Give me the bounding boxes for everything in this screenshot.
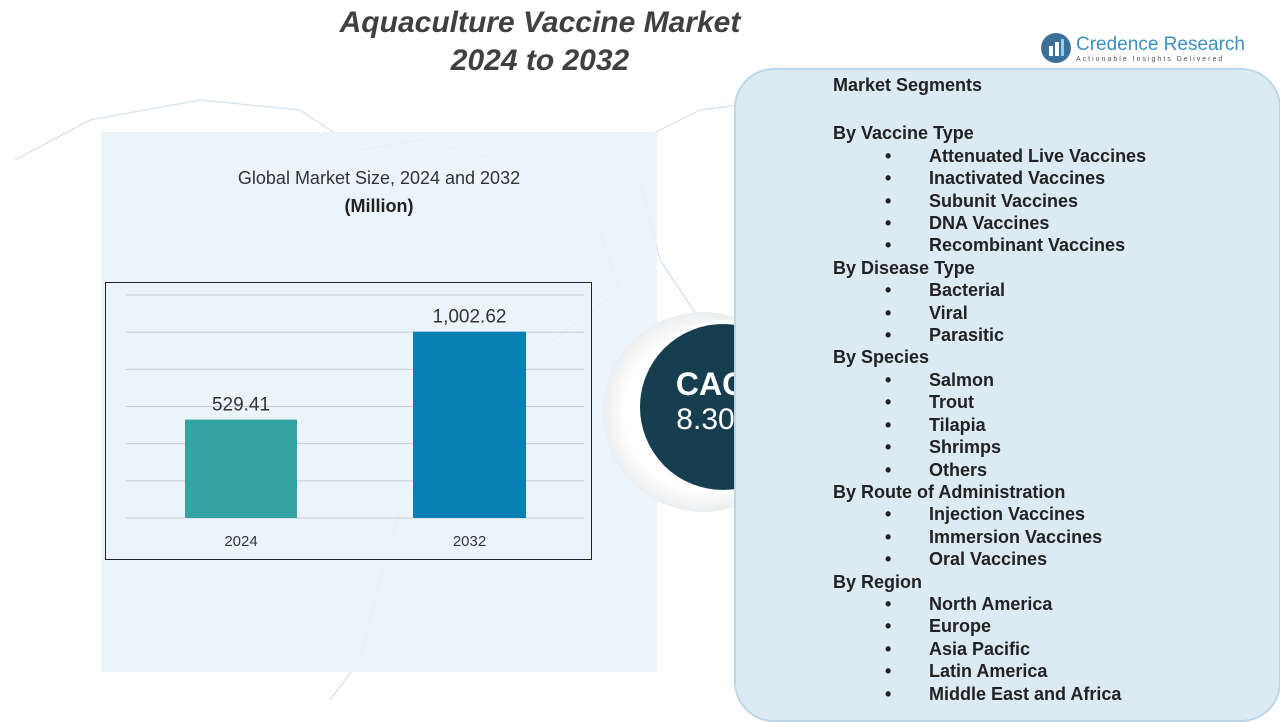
segment-group-heading: By Region <box>833 571 923 592</box>
segment-item: Trout <box>833 391 1146 414</box>
page-title: Aquaculture Vaccine Market 2024 to 2032 <box>280 4 800 80</box>
segments-list: Market Segments By Vaccine TypeAttenuate… <box>833 74 1146 705</box>
segment-item: Bacterial <box>833 279 1146 302</box>
segment-item: Viral <box>833 302 1146 325</box>
bar-chart: 529.41 2024 1,002.62 2032 <box>126 294 584 550</box>
segment-group-heading: By Disease Type <box>833 257 975 278</box>
segment-item: Parasitic <box>833 324 1146 347</box>
x-tick-label: 2032 <box>453 533 486 550</box>
segment-item: Immersion Vaccines <box>833 526 1146 549</box>
segment-item: Others <box>833 459 1146 482</box>
title-line-1: Aquaculture Vaccine Market <box>339 6 741 39</box>
data-label: 529.41 <box>212 395 270 416</box>
segment-group-heading: By Vaccine Type <box>833 123 974 144</box>
segment-item: Middle East and Africa <box>833 683 1146 706</box>
segment-item: Recombinant Vaccines <box>833 234 1146 257</box>
segment-item: Attenuated Live Vaccines <box>833 145 1146 168</box>
segment-item: DNA Vaccines <box>833 212 1146 235</box>
logo-icon <box>1041 33 1071 63</box>
segment-item: Europe <box>833 615 1146 638</box>
segments-heading: Market Segments <box>833 75 983 95</box>
x-tick-label: 2024 <box>224 533 257 550</box>
bar-2024 <box>185 419 297 518</box>
logo: Credence Research Actionable Insights De… <box>1040 32 1245 64</box>
logo-name: Credence Research <box>1076 33 1245 55</box>
segment-group-heading: By Species <box>833 347 930 368</box>
bar-2032 <box>413 331 526 518</box>
chart-panel <box>101 132 657 672</box>
segment-item: Shrimps <box>833 436 1146 459</box>
segment-group-heading: By Route of Administration <box>833 481 1066 502</box>
segment-item: Injection Vaccines <box>833 503 1146 526</box>
segment-item: Subunit Vaccines <box>833 190 1146 213</box>
segment-item: Inactivated Vaccines <box>833 167 1146 190</box>
segment-item: Asia Pacific <box>833 638 1146 661</box>
segment-item: Latin America <box>833 660 1146 683</box>
logo-tagline: Actionable Insights Delivered <box>1076 55 1225 63</box>
segment-item: North America <box>833 593 1146 616</box>
chart-title: Global Market Size, 2024 and 2032 <box>237 168 521 188</box>
data-label: 1,002.62 <box>433 307 507 328</box>
title-line-2: 2024 to 2032 <box>450 44 630 77</box>
chart-frame <box>105 282 592 560</box>
segment-item: Tilapia <box>833 414 1146 437</box>
chart-unit: (Million) <box>344 196 414 216</box>
segment-item: Oral Vaccines <box>833 548 1146 571</box>
segment-item: Salmon <box>833 369 1146 392</box>
